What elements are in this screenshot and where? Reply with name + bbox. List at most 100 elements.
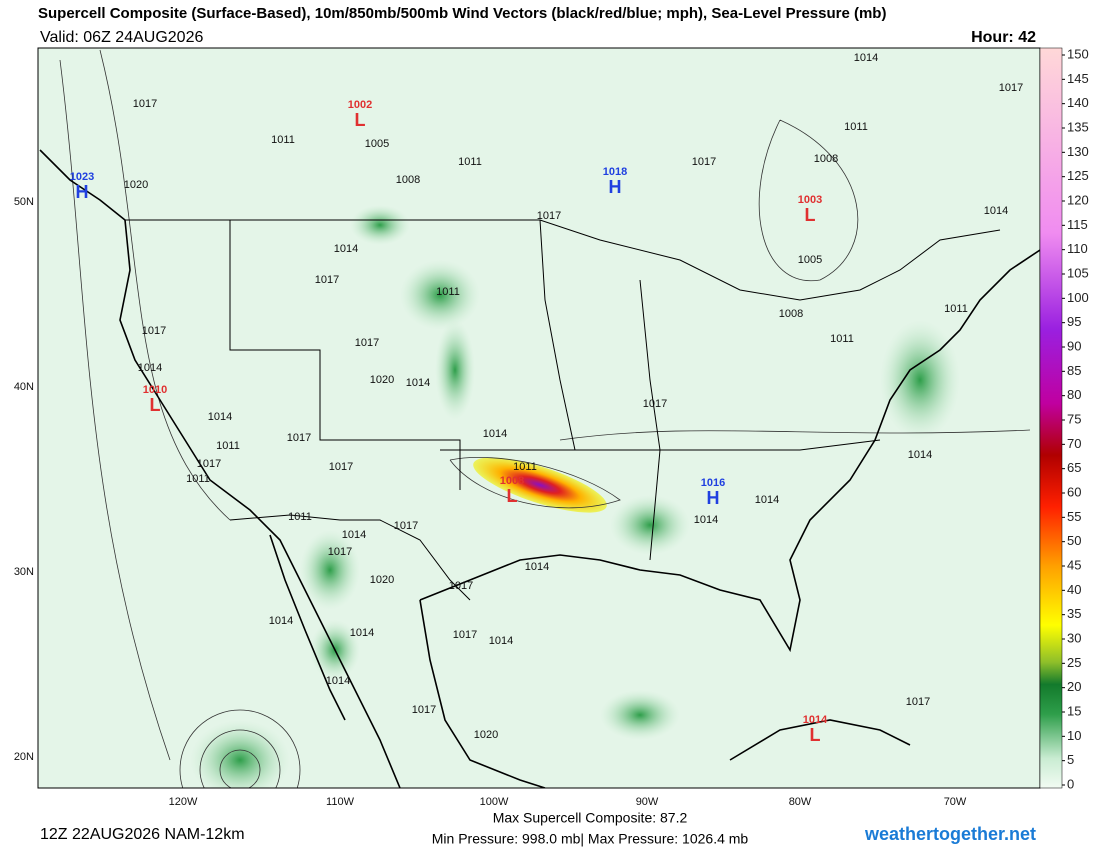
colorbar-label: 55 [1067, 509, 1081, 524]
isobar-label: 1017 [328, 546, 352, 558]
isobar-label: 1017 [142, 325, 166, 337]
scp-shading [190, 205, 960, 788]
colorbar-label: 70 [1067, 436, 1081, 451]
center-value: 1023 [70, 171, 94, 183]
isobar-label: 1017 [329, 461, 353, 473]
isobar-label: 1011 [844, 121, 868, 133]
colorbar-label: 20 [1067, 679, 1081, 694]
isobar-label: 1017 [197, 458, 221, 470]
isobar-label: 1011 [944, 303, 968, 315]
isobar-label: 1014 [489, 635, 513, 647]
center-value: 1008 [500, 475, 524, 487]
forecast-hour: Hour: 42 [971, 29, 1036, 46]
isobar-label: 1014 [908, 449, 932, 461]
isobar-label: 1020 [370, 574, 394, 586]
isobar-label: 1017 [999, 82, 1023, 94]
center-letter: L [805, 205, 816, 225]
site-name[interactable]: weathertogether.net [864, 824, 1036, 844]
isobar-label: 1008 [396, 174, 420, 186]
lon-label: 70W [944, 796, 967, 808]
colorbar-label: 40 [1067, 582, 1081, 597]
center-value: 1018 [603, 166, 627, 178]
colorbar-label: 90 [1067, 338, 1081, 353]
colorbar-label: 30 [1067, 630, 1081, 645]
title: Supercell Composite (Surface-Based), 10m… [38, 5, 886, 22]
coastlines-borders [39, 149, 1040, 788]
colorbar-label: 85 [1067, 363, 1081, 378]
lon-label: 110W [326, 796, 355, 808]
isobar-label: 1008 [779, 308, 803, 320]
colorbar [1039, 47, 1063, 789]
isobar-label: 1017 [315, 274, 339, 286]
isobar-label: 1017 [643, 398, 667, 410]
lat-label: 20N [14, 751, 34, 763]
isobar-label: 1014 [326, 675, 350, 687]
isobar-label: 1020 [124, 179, 148, 191]
colorbar-label: 50 [1067, 533, 1081, 548]
colorbar-label: 10 [1067, 728, 1081, 743]
center-value: 1002 [348, 99, 372, 111]
colorbar-label: 105 [1067, 265, 1089, 280]
isobar-label: 1017 [449, 580, 473, 592]
isobar-label: 1005 [365, 138, 389, 150]
isobar-label: 1017 [906, 696, 930, 708]
center-letter: L [810, 725, 821, 745]
isobar-label: 1011 [513, 461, 537, 473]
lat-label: 50N [14, 196, 34, 208]
isobar-label: 1014 [334, 243, 358, 255]
center-letter: H [609, 177, 622, 197]
isobar-label: 1017 [394, 520, 418, 532]
center-letter: H [76, 182, 89, 202]
isobar-label: 1011 [458, 156, 482, 168]
lat-label: 30N [14, 566, 34, 578]
colorbar-label: 75 [1067, 411, 1081, 426]
center-letter: L [150, 395, 161, 415]
isobar-label: 1014 [525, 561, 549, 573]
map-area: 1002L1023H1018H1003L1010L1008L1016H1014L… [38, 48, 1040, 788]
isobar-label: 1014 [138, 362, 162, 374]
valid-time: Valid: 06Z 24AUG2026 [40, 29, 203, 46]
isobar-label: 1014 [854, 52, 878, 64]
colorbar-label: 145 [1067, 71, 1089, 86]
pressure-range: Min Pressure: 998.0 mb| Max Pressure: 10… [432, 831, 749, 847]
colorbar-label: 15 [1067, 703, 1081, 718]
isobar-label: 1020 [370, 374, 394, 386]
colorbar-label: 130 [1067, 144, 1089, 159]
isobar-label: 1014 [406, 377, 430, 389]
axis-labels: 50N 40N 30N 20N 120W 110W 100W 90W 80W 70W [14, 196, 967, 808]
isobar-label: 1014 [208, 411, 232, 423]
colorbar-label: 65 [1067, 460, 1081, 475]
isobar-label: 1017 [692, 156, 716, 168]
isobar-label: 1017 [412, 704, 436, 716]
colorbar-label: 5 [1067, 752, 1074, 767]
center-letter: L [507, 486, 518, 506]
colorbar-label: 45 [1067, 557, 1081, 572]
lon-label: 90W [636, 796, 659, 808]
lon-label: 100W [480, 796, 509, 808]
colorbar-label: 60 [1067, 484, 1081, 499]
isobar-label: 1017 [453, 629, 477, 641]
center-value: 1003 [798, 194, 822, 206]
colorbar-label: 95 [1067, 314, 1081, 329]
isobar-label: 1011 [436, 286, 460, 298]
colorbar-label: 115 [1067, 217, 1088, 232]
colorbar-label: 140 [1067, 95, 1089, 110]
isobar-label: 1008 [814, 153, 838, 165]
colorbar-label: 110 [1067, 241, 1088, 256]
isobar-label: 1017 [537, 210, 561, 222]
colorbar-ticks: 0 5 10 15 20 25 30 35 40 45 50 55 60 65 70 75 80 85 90 95 10… [1062, 46, 1089, 791]
isobar-label: 1014 [350, 627, 374, 639]
isobar-label: 1014 [984, 205, 1008, 217]
isobar-label: 1014 [483, 428, 507, 440]
isobar-label: 1017 [287, 432, 311, 444]
isobar-label: 1017 [355, 337, 379, 349]
colorbar-label: 100 [1067, 290, 1089, 305]
lon-label: 80W [789, 796, 812, 808]
isobar-label: 1011 [216, 440, 240, 452]
max-scp: Max Supercell Composite: 87.2 [493, 810, 688, 826]
center-letter: H [707, 488, 720, 508]
map-background [38, 48, 1040, 788]
lat-label: 40N [14, 381, 34, 393]
colorbar-label: 35 [1067, 606, 1081, 621]
